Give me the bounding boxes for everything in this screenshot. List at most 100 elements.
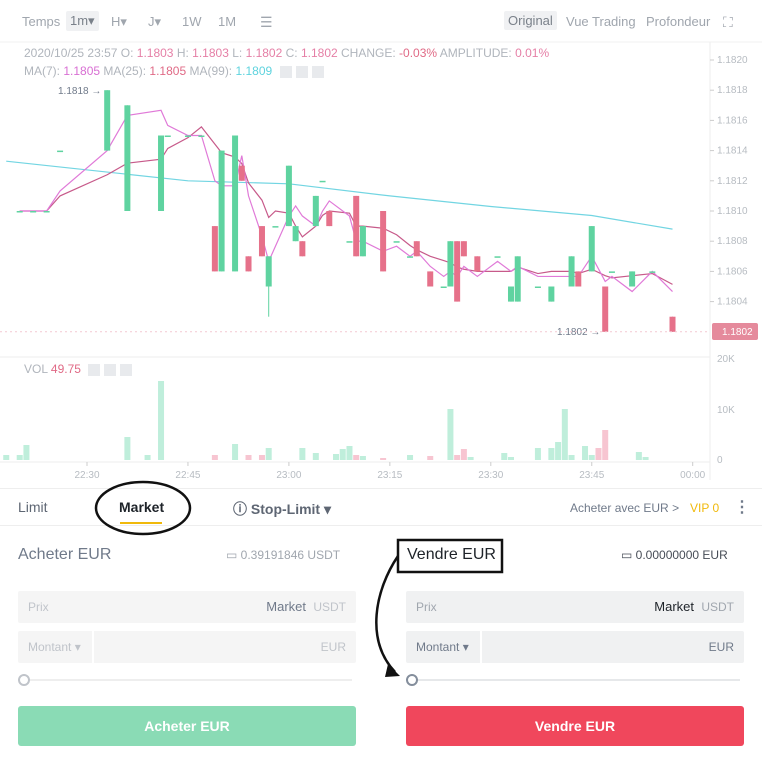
time-tick-label: 00:00 bbox=[680, 470, 705, 481]
buy-price-label: Prix bbox=[28, 600, 49, 614]
volume-bar bbox=[245, 455, 252, 460]
interval-day[interactable]: J▾ bbox=[148, 14, 162, 29]
low-marker-label: 1.1802 → bbox=[557, 327, 600, 338]
sell-price-field[interactable]: Prix Market USDT bbox=[406, 591, 744, 623]
candle-body bbox=[649, 271, 656, 273]
tab-limit[interactable]: Limit bbox=[18, 499, 48, 515]
low-value: 1.1802 bbox=[245, 46, 283, 60]
vol-hide-icon[interactable] bbox=[104, 363, 117, 376]
sell-amount-unit: EUR bbox=[708, 640, 734, 654]
high-label: H: bbox=[176, 46, 189, 60]
candle-body bbox=[474, 256, 481, 272]
volume-bar bbox=[158, 381, 165, 460]
volume-bar bbox=[635, 452, 642, 460]
volume-bar bbox=[602, 430, 609, 460]
tab-stop-limit[interactable]: ⓘ Stop-Limit ▾ bbox=[233, 499, 331, 519]
volume-bar bbox=[507, 457, 514, 460]
volume-bar bbox=[380, 458, 387, 460]
ma7-value: 1.1805 bbox=[63, 64, 101, 78]
change-value: -0.03% bbox=[399, 46, 438, 60]
vol-info: VOL 49.75 bbox=[24, 362, 133, 376]
volume-bar bbox=[232, 444, 239, 460]
volume-bar bbox=[407, 455, 414, 460]
time-tick-label: 23:15 bbox=[377, 470, 402, 481]
candle-body bbox=[548, 286, 555, 302]
sell-slider-handle[interactable] bbox=[406, 674, 418, 686]
volume-bar bbox=[467, 457, 474, 460]
sell-percent-slider[interactable] bbox=[406, 674, 740, 686]
buy-eur-button[interactable]: Acheter EUR bbox=[18, 706, 356, 746]
candle-body bbox=[218, 150, 225, 272]
sell-balance-value: 0.00000000 EUR bbox=[635, 548, 728, 562]
buy-amount-field[interactable]: Montant ▾ EUR bbox=[18, 631, 356, 663]
view-depth[interactable]: Profondeur bbox=[646, 14, 711, 29]
candle-body bbox=[380, 211, 387, 272]
volume-bar bbox=[124, 437, 131, 460]
volume-bar bbox=[534, 448, 541, 460]
candle-body bbox=[588, 226, 595, 272]
low-label: L: bbox=[232, 46, 243, 60]
high-value: 1.1803 bbox=[192, 46, 229, 60]
ma99-line bbox=[6, 160, 673, 230]
indicator-settings-icon[interactable] bbox=[279, 65, 292, 78]
more-options-icon[interactable]: ⋮ bbox=[734, 499, 750, 516]
last-price-label: 1.1802 bbox=[722, 327, 753, 338]
price-tick-label: 1.1814 bbox=[717, 146, 748, 157]
tab-stop-limit-label: Stop-Limit ▾ bbox=[250, 501, 332, 517]
candle-body bbox=[258, 226, 265, 257]
ma25-label: MA(25): bbox=[103, 64, 147, 78]
view-original[interactable]: Original bbox=[504, 11, 557, 30]
candle-body bbox=[353, 195, 360, 257]
vol-settings-icon[interactable] bbox=[88, 363, 101, 376]
settings-sliders-icon[interactable]: ☰ bbox=[260, 14, 273, 30]
divider bbox=[0, 525, 762, 526]
ohlc-datetime: 2020/10/25 23:57 bbox=[24, 46, 118, 60]
candle-body bbox=[359, 226, 366, 257]
interval-week[interactable]: 1W bbox=[182, 14, 202, 29]
interval-month[interactable]: 1M bbox=[218, 14, 237, 29]
tab-market[interactable]: Market bbox=[119, 499, 165, 515]
active-tab-underline bbox=[120, 522, 162, 524]
volume-bar bbox=[548, 448, 555, 460]
candle-body bbox=[319, 180, 326, 183]
sell-price-value: Market bbox=[654, 599, 694, 614]
candle-body bbox=[124, 105, 131, 211]
buy-title: Acheter EUR bbox=[18, 546, 112, 563]
indicator-hide-icon[interactable] bbox=[295, 65, 308, 78]
sell-amount-field[interactable]: Montant ▾ EUR bbox=[406, 631, 744, 663]
vol-value: 49.75 bbox=[50, 362, 81, 376]
fullscreen-icon[interactable]: ⛶ bbox=[723, 14, 733, 30]
volume-bar bbox=[588, 455, 595, 460]
volume-bar bbox=[568, 455, 575, 460]
price-tick-label: 1.1804 bbox=[717, 297, 748, 308]
vol-close-icon[interactable] bbox=[120, 363, 133, 376]
indicator-close-icon[interactable] bbox=[311, 65, 324, 78]
sell-eur-button[interactable]: Vendre EUR bbox=[406, 706, 744, 746]
sell-amount-type-dropdown[interactable]: Montant ▾ bbox=[406, 631, 482, 663]
high-marker-label: 1.1818 → bbox=[58, 86, 101, 97]
price-tick-label: 1.1818 bbox=[717, 85, 748, 96]
candle-body bbox=[440, 286, 447, 288]
price-chart[interactable]: 1.1820 1.1818 1.1816 1.1814 1.1812 1.1810 1.18… bbox=[0, 0, 762, 490]
buy-price-field[interactable]: Prix Market USDT bbox=[18, 591, 356, 623]
buy-slider-handle[interactable] bbox=[18, 674, 30, 686]
buy-amount-type-dropdown[interactable]: Montant ▾ bbox=[18, 631, 94, 663]
candle-body bbox=[507, 286, 514, 302]
candle-body bbox=[158, 135, 165, 211]
interval-hour[interactable]: H▾ bbox=[111, 14, 127, 29]
volume-bar bbox=[501, 453, 508, 460]
candle-body bbox=[407, 256, 414, 258]
buy-percent-slider[interactable] bbox=[18, 674, 352, 686]
candle-body bbox=[608, 271, 615, 273]
view-trading[interactable]: Vue Trading bbox=[566, 14, 636, 29]
candle-body bbox=[104, 90, 111, 151]
buy-balance: ▭ 0.39191846 USDT bbox=[226, 548, 340, 562]
interval-1m[interactable]: 1m▾ bbox=[66, 11, 99, 31]
volume-tick-label: 20K bbox=[717, 354, 735, 365]
ma7-label: MA(7): bbox=[24, 64, 60, 78]
candle-body bbox=[164, 135, 171, 137]
buy-with-eur-link[interactable]: Acheter avec EUR > bbox=[570, 501, 679, 515]
sell-price-unit: USDT bbox=[701, 600, 734, 614]
candle-body bbox=[238, 165, 245, 181]
volume-bar bbox=[16, 455, 23, 460]
